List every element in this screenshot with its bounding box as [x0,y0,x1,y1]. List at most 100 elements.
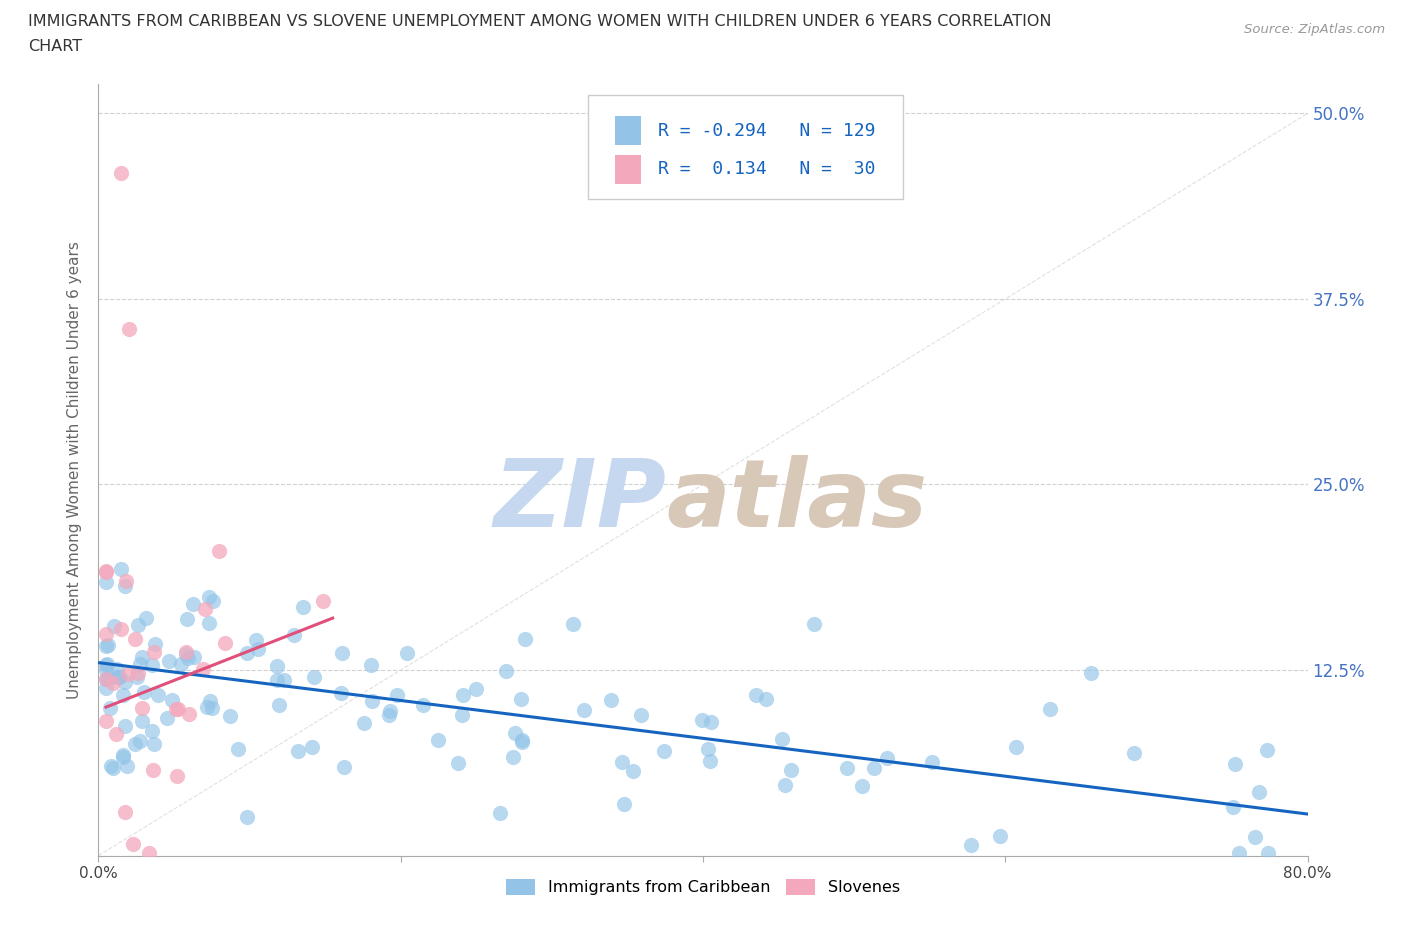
Point [125,670,148,684]
Point [200,700,222,715]
Point [114,674,136,689]
Point [127,666,149,681]
Point [198,694,221,709]
Point [236,810,259,825]
Point [138,845,160,860]
Point [745,687,768,702]
Point [1244,830,1267,844]
Point [960,837,983,852]
Point [1257,845,1279,860]
Point [503,725,526,740]
Point [170,657,193,671]
Point [110,562,132,577]
Point [94,680,117,695]
Point [100,759,122,774]
Point [267,698,290,712]
Point [510,735,533,750]
Point [572,702,595,717]
Text: Source: ZipAtlas.com: Source: ZipAtlas.com [1244,23,1385,36]
Point [127,618,149,632]
Point [226,741,249,756]
Point [160,693,183,708]
Point [108,670,131,684]
Point [193,661,215,676]
Point [612,754,634,769]
Point [201,593,224,608]
Point [111,687,134,702]
Point [94,565,117,579]
Point [129,657,152,671]
Point [283,628,305,643]
Point [287,744,309,759]
Point [141,724,163,739]
Point [135,610,157,625]
Point [146,687,169,702]
Point [105,727,128,742]
Text: ZIP: ZIP [494,455,666,547]
Legend: Immigrants from Caribbean, Slovenes: Immigrants from Caribbean, Slovenes [499,872,907,902]
Point [380,704,402,719]
Point [851,778,873,793]
Bar [614,154,641,184]
Point [124,631,146,646]
Point [447,755,470,770]
Point [177,706,200,721]
Point [613,797,636,812]
Point [142,763,165,777]
Point [329,685,352,700]
Point [94,671,117,686]
Bar [614,116,641,145]
Point [464,682,486,697]
Point [360,658,382,672]
Point [426,733,449,748]
Point [599,693,621,708]
Point [1039,701,1062,716]
Point [562,617,585,631]
Point [312,593,335,608]
Point [863,761,886,776]
Point [1227,845,1250,860]
Point [142,644,165,659]
Point [353,715,375,730]
FancyBboxPatch shape [588,95,903,200]
Point [131,701,153,716]
Point [236,645,259,660]
Point [195,700,218,715]
Point [453,687,475,702]
Point [97,671,120,686]
Point [1005,739,1028,754]
Point [208,543,231,558]
Point [921,754,943,769]
Point [773,777,796,792]
Point [1247,785,1270,800]
Point [94,574,117,589]
Point [291,600,314,615]
Text: atlas: atlas [666,455,928,547]
Point [117,758,139,773]
Point [198,590,221,604]
Point [94,671,117,686]
Point [177,650,200,665]
Point [266,673,288,688]
Point [111,748,134,763]
Point [1223,756,1246,771]
Point [110,621,132,636]
Point [395,645,418,660]
Point [690,712,713,727]
Point [142,737,165,751]
Text: CHART: CHART [28,39,82,54]
Point [451,708,474,723]
Point [165,702,187,717]
Point [509,691,531,706]
Point [412,698,434,712]
Point [218,709,240,724]
Point [835,761,858,776]
Point [495,663,517,678]
Text: IMMIGRANTS FROM CARIBBEAN VS SLOVENE UNEMPLOYMENT AMONG WOMEN WITH CHILDREN UNDE: IMMIGRANTS FROM CARIBBEAN VS SLOVENE UNE… [28,14,1052,29]
Point [105,661,128,676]
Point [770,732,793,747]
Point [360,693,382,708]
Text: R =  0.134   N =  30: R = 0.134 N = 30 [658,160,876,179]
Text: R = -0.294   N = 129: R = -0.294 N = 129 [658,122,876,140]
Point [129,734,152,749]
